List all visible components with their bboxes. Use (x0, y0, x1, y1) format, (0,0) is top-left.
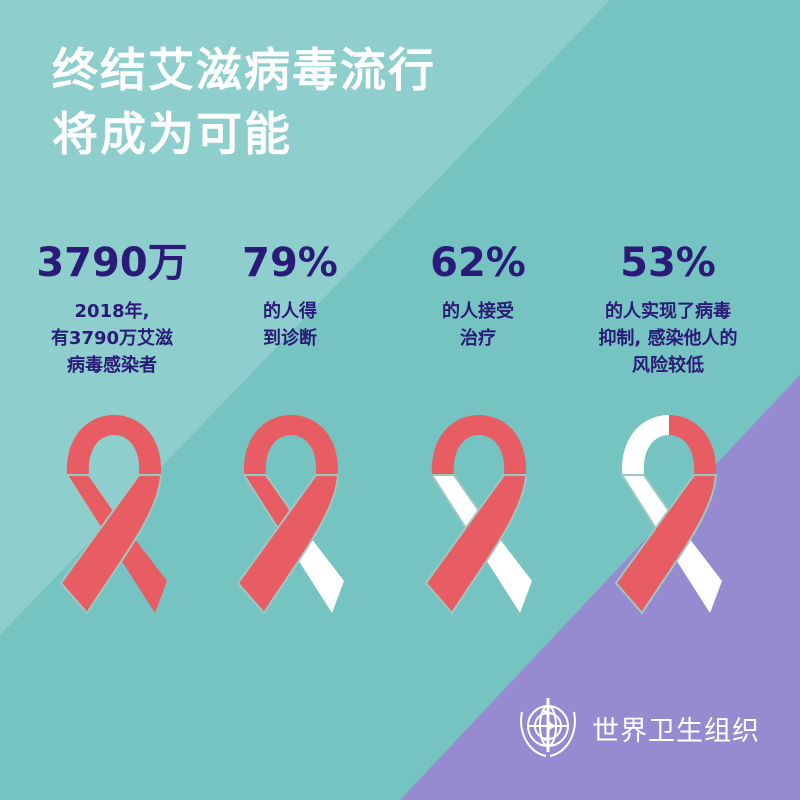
ribbon-icon (236, 415, 344, 615)
ribbon-loopL (431, 415, 479, 475)
ribbon-front (614, 474, 718, 615)
stat-desc: 的人得 到诊断 (190, 298, 390, 352)
stat-value: 79% (242, 240, 338, 286)
who-emblem-icon (520, 698, 576, 757)
desc-line: 治疗 (460, 328, 496, 349)
stat-suppressed: 53% 的人实现了病毒 抑制, 感染他人的 风险较低 (568, 238, 768, 379)
stat-value: 3790万 (36, 240, 188, 286)
ribbon-icon (59, 415, 167, 615)
ribbon-loopR (479, 415, 527, 475)
ribbon-front (424, 474, 528, 615)
stat-desc: 的人接受 治疗 (378, 298, 578, 352)
desc-line: 风险较低 (632, 355, 704, 376)
stat-value: 53% (620, 240, 716, 286)
ribbon-icon (614, 415, 722, 615)
desc-line: 有3790万艾滋 (50, 328, 174, 349)
desc-line: 2018年, (74, 301, 150, 322)
stat-value: 62% (430, 240, 526, 286)
desc-line: 抑制, 感染他人的 (598, 328, 738, 349)
ribbon-loopL (243, 415, 291, 475)
stat-treated: 62% 的人接受 治疗 (378, 238, 578, 352)
desc-line: 病毒感染者 (67, 355, 157, 376)
title-line-2: 将成为可能 (52, 107, 292, 161)
desc-line: 的人实现了病毒 (605, 301, 731, 322)
title-line-1: 终结艾滋病毒流行 (52, 43, 436, 97)
stat-desc: 的人实现了病毒 抑制, 感染他人的 风险较低 (568, 298, 768, 379)
ribbon-loopL (66, 415, 114, 475)
stat-infected: 3790万 2018年, 有3790万艾滋 病毒感染者 (12, 238, 212, 379)
desc-line: 到诊断 (263, 328, 317, 349)
ribbon-front (236, 474, 340, 615)
stat-desc: 2018年, 有3790万艾滋 病毒感染者 (12, 298, 212, 379)
who-logo-text: 世界卫生组织 (592, 715, 760, 747)
ribbon-loopL (621, 415, 669, 475)
ribbon-icon (424, 415, 532, 615)
page-title: 终结艾滋病毒流行 将成为可能 (52, 38, 436, 166)
desc-line: 的人接受 (442, 301, 514, 322)
ribbon-loopR (114, 415, 162, 475)
ribbon-loopR (669, 415, 717, 475)
desc-line: 的人得 (263, 301, 317, 322)
stat-diagnosed: 79% 的人得 到诊断 (190, 238, 390, 352)
ribbon-front (59, 474, 163, 615)
who-logo: 世界卫生组织 (512, 692, 760, 764)
ribbon-loopR (291, 415, 339, 475)
